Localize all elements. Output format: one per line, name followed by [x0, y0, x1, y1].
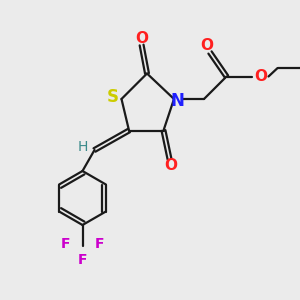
Text: N: N: [171, 92, 184, 110]
Text: H: H: [78, 140, 88, 154]
Text: O: O: [164, 158, 178, 173]
Text: O: O: [135, 31, 148, 46]
Text: F: F: [61, 237, 71, 250]
Text: S: S: [107, 88, 119, 106]
Text: F: F: [78, 253, 87, 266]
Text: O: O: [200, 38, 214, 53]
Text: F: F: [94, 237, 104, 250]
Text: O: O: [254, 69, 267, 84]
